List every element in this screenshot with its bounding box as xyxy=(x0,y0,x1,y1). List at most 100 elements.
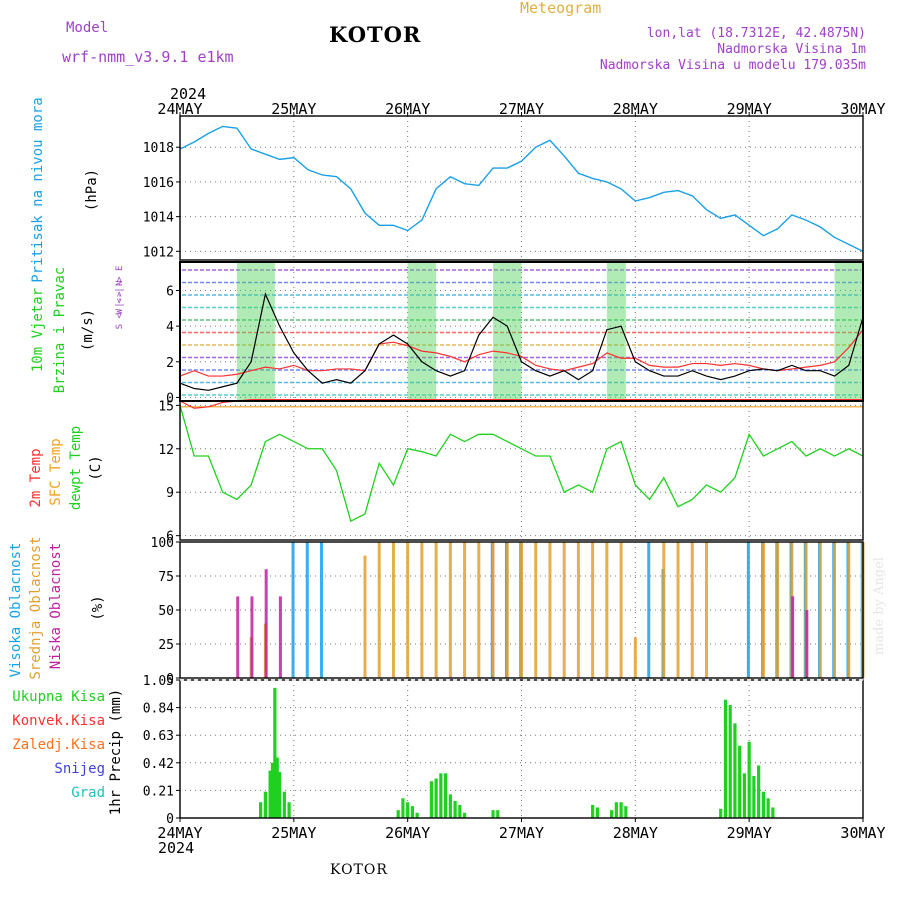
precip-bar xyxy=(747,741,751,818)
y-tick-label: 1016 xyxy=(143,176,174,191)
precip-bar xyxy=(270,762,275,818)
cloud-mid-bar xyxy=(377,542,381,678)
precip-bar xyxy=(410,806,415,818)
dewpoint-line xyxy=(179,405,864,523)
cloud-mid-bar xyxy=(833,542,837,678)
meteogram-label: Meteogram xyxy=(520,0,602,17)
temp-2m-axis-title: 2m Temp xyxy=(28,448,44,507)
precip-bar xyxy=(752,775,756,818)
y-tick-label: 12 xyxy=(158,443,174,458)
precip-bar xyxy=(448,794,452,818)
precip-bar xyxy=(723,699,728,818)
y-tick-label: 1018 xyxy=(143,141,174,156)
y-tick-label: 2 xyxy=(166,356,174,371)
y-tick-label: 25 xyxy=(158,638,174,653)
x-bottom-date-label: 29MAY xyxy=(727,824,772,842)
precip-unit-label: 1hr Precip (mm) xyxy=(108,689,124,815)
cloud-mid-bar xyxy=(676,542,680,678)
y-tick-label: 6 xyxy=(166,285,174,300)
wind-shear-band xyxy=(236,263,275,400)
y-tick-label: 75 xyxy=(158,570,174,585)
y-tick-label: 0.21 xyxy=(143,784,174,799)
legend-total-rain: Ukupna Kisa xyxy=(12,689,105,705)
precip-bar xyxy=(273,687,277,818)
y-tick-label: 9 xyxy=(166,486,174,501)
y-tick-label: 1012 xyxy=(143,245,174,260)
precip-bar xyxy=(591,804,595,818)
legend-snow: Snijeg xyxy=(54,761,105,777)
precip-bar xyxy=(610,810,614,818)
cloud-mid-bar xyxy=(576,542,580,678)
y-tick-label: 0 xyxy=(166,672,174,687)
precip-bar xyxy=(287,802,291,818)
precip-bar xyxy=(761,791,765,818)
altitude-label: Nadmorska Visina 1m xyxy=(717,42,866,57)
precip-bar xyxy=(444,773,448,818)
data-layer xyxy=(179,125,865,818)
precip-bar xyxy=(757,765,761,818)
x-top-date-label: 24MAY xyxy=(157,100,202,118)
legend-convective-rain: Konvek.Kisa xyxy=(12,713,105,729)
cloud-mid-bar xyxy=(633,637,637,678)
cloud-mid-bar xyxy=(619,542,623,678)
cloud-mid-bar xyxy=(548,542,552,678)
wind-gust-line xyxy=(179,329,864,377)
temp-unit-label: (C) xyxy=(88,455,104,480)
wind-shear-band xyxy=(493,263,522,400)
precip-bar xyxy=(401,798,405,818)
wind-speed-line xyxy=(179,292,864,391)
cloud-mid-bar xyxy=(534,542,538,678)
precip-bar xyxy=(439,773,443,818)
wind-shear-band xyxy=(407,263,437,400)
cloud-high-bar xyxy=(305,542,309,678)
cloud-mid-bar xyxy=(662,542,666,678)
y-tick-label: 0.84 xyxy=(143,702,174,717)
model-altitude-label: Nadmorska Visina u modelu 179.035m xyxy=(599,58,866,73)
precip-bar xyxy=(259,802,263,818)
y-tick-label: 0.42 xyxy=(143,757,174,772)
precip-bar xyxy=(268,770,272,818)
cloud-mid-bar xyxy=(520,542,523,678)
precip-bar xyxy=(263,791,267,818)
cloud-mid-bar xyxy=(463,542,467,678)
cloud-high-bar xyxy=(746,542,750,678)
frames-layer xyxy=(176,112,864,822)
y-tick-label: 4 xyxy=(166,320,174,335)
panel-frame xyxy=(179,115,864,261)
cloud-mid-bar xyxy=(605,542,609,678)
temp-2m-line xyxy=(179,398,863,409)
precip-bar xyxy=(728,704,732,818)
cloud-low-axis-title: Niska Oblacnost xyxy=(48,543,64,669)
wind-direction-legend-sn: S <-|-> N xyxy=(115,281,125,330)
pressure-unit-label: (hPa) xyxy=(84,169,100,211)
precip-bar xyxy=(614,802,618,818)
x-top-date-label: 27MAY xyxy=(499,100,544,118)
x-bottom-date-label: 24MAY xyxy=(157,824,202,842)
wind-axis-subtitle: Brzina i Pravac xyxy=(52,267,68,393)
precip-bar xyxy=(458,804,462,818)
y-tick-label: 1014 xyxy=(143,211,174,226)
precip-bar xyxy=(429,781,433,818)
wind-shear-band xyxy=(606,263,626,400)
cloud-mid-bar xyxy=(434,542,438,678)
page-title: KOTOR xyxy=(329,22,422,47)
model-name: wrf-nmm_v3.9.1 e1km xyxy=(62,48,234,66)
x-top-date-label: 26MAY xyxy=(385,100,430,118)
precip-bar xyxy=(742,773,747,818)
cloud-low-bar xyxy=(264,569,268,678)
y-tick-label: 15 xyxy=(158,399,174,414)
cloud-mid-bar xyxy=(847,542,851,678)
cloud-high-axis-title: Visoka Oblacnost xyxy=(8,543,24,678)
cloud-low-bar xyxy=(805,610,809,678)
cloud-high-bar xyxy=(291,542,295,678)
cloud-mid-bar xyxy=(704,542,708,678)
cloud-mid-bar xyxy=(591,542,595,678)
y-tick-label: 0 xyxy=(166,391,174,406)
cloud-mid-axis-title: Srednja Oblacnost xyxy=(28,536,44,679)
cloud-high-bar xyxy=(319,542,323,678)
text-layer: 10121014101610180246691215025507510000.2… xyxy=(8,97,886,842)
grid-layer xyxy=(180,116,863,818)
y-tick-label: 6 xyxy=(166,530,174,545)
x-top-date-label: 28MAY xyxy=(613,100,658,118)
